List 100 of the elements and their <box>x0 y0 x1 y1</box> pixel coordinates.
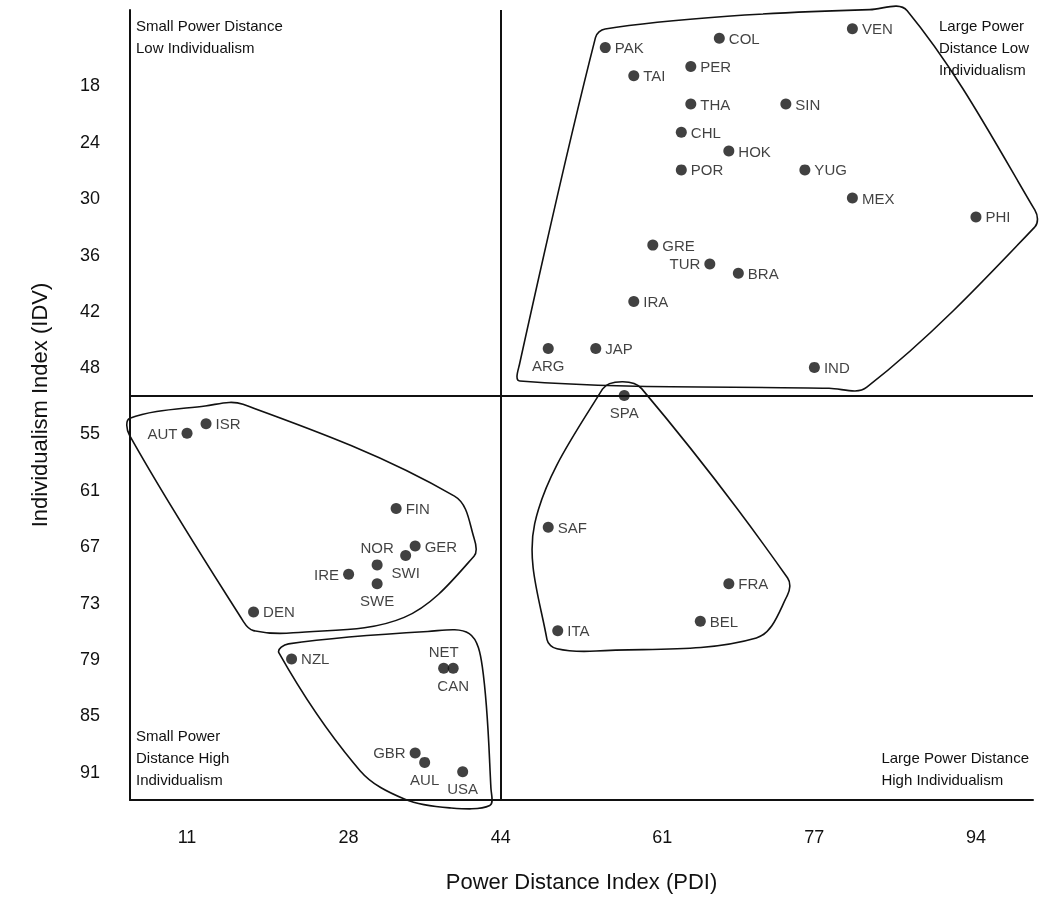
point <box>723 578 735 590</box>
point <box>447 662 459 674</box>
y-tick-label: 85 <box>79 705 100 726</box>
y-tick-label: 30 <box>79 188 100 209</box>
point <box>799 164 811 176</box>
point <box>286 653 298 665</box>
point <box>400 549 412 561</box>
data-label: IND <box>823 358 850 376</box>
y-tick-label: 61 <box>79 479 100 500</box>
y-tick-label: 24 <box>79 131 100 152</box>
point <box>542 343 554 355</box>
point <box>457 766 469 778</box>
data-label: SWI <box>391 563 420 581</box>
x-tick-label: 77 <box>804 827 825 847</box>
point <box>542 521 554 533</box>
data-label: HOK <box>738 142 771 160</box>
data-label: THA <box>700 95 731 113</box>
point <box>780 98 792 110</box>
point <box>846 192 858 204</box>
point <box>675 164 687 176</box>
data-label: BEL <box>709 612 739 630</box>
point <box>599 42 611 54</box>
data-label: FIN <box>405 499 430 517</box>
data-label: NZL <box>301 650 330 668</box>
annotation: Small Power Distance Low Individualism <box>136 16 283 56</box>
data-label: NOR <box>360 539 394 557</box>
y-tick-label: 36 <box>79 244 100 265</box>
data-label: ITA <box>567 622 590 640</box>
point <box>552 625 564 637</box>
y-tick-label: 91 <box>79 761 100 782</box>
data-label: COL <box>728 29 760 47</box>
x-tick-label: 61 <box>652 827 673 847</box>
x-tick-label: 94 <box>965 827 986 847</box>
point <box>808 361 820 373</box>
point <box>371 559 383 571</box>
point <box>590 343 602 355</box>
point <box>685 98 697 110</box>
data-label: SIN <box>795 95 821 113</box>
data-label: AUT <box>147 424 178 442</box>
y-tick-label: 73 <box>79 592 100 613</box>
point <box>390 502 402 514</box>
data-label: USA <box>447 780 479 798</box>
data-label: TAI <box>643 67 666 85</box>
data-label: GER <box>424 537 458 555</box>
point <box>628 296 640 308</box>
y-tick-label: 55 <box>79 423 100 444</box>
data-label: CAN <box>437 676 470 694</box>
x-tick-label: 28 <box>338 827 359 847</box>
point <box>248 606 260 618</box>
x-axis-title: Power Distance Index (PDI) <box>445 868 718 894</box>
point <box>181 427 193 439</box>
data-label: ISR <box>215 415 241 433</box>
data-label: FRA <box>738 575 769 593</box>
data-label: POR <box>690 161 724 179</box>
point <box>723 145 735 157</box>
y-tick-label: 42 <box>79 300 100 321</box>
data-label: SPA <box>609 404 639 422</box>
data-label: GBR <box>373 744 406 762</box>
annotation: Small Power Distance High Individualism <box>136 726 230 788</box>
data-label: PAK <box>614 39 644 57</box>
data-label: DEN <box>263 603 295 621</box>
point <box>628 70 640 82</box>
point <box>694 615 706 627</box>
y-tick-label: 18 <box>79 75 100 96</box>
data-label: CHL <box>690 123 721 141</box>
point <box>419 756 431 768</box>
y-tick-label: 67 <box>79 536 100 557</box>
point <box>200 418 212 430</box>
data-label: ARG <box>531 357 565 375</box>
data-label: YUG <box>814 161 847 179</box>
data-label: IRA <box>643 293 669 311</box>
data-label: MEX <box>861 189 895 207</box>
point <box>685 60 697 72</box>
y-tick-label: 79 <box>79 648 100 669</box>
data-label: NET <box>428 642 459 660</box>
point <box>704 258 716 270</box>
point <box>409 747 421 759</box>
data-label: VEN <box>861 20 893 38</box>
data-label: PER <box>700 57 732 75</box>
point <box>713 32 725 44</box>
data-label: SAF <box>557 518 587 536</box>
annotation: Large Power Distance High Individualism <box>881 748 1029 788</box>
data-label: BRA <box>747 264 779 282</box>
y-axis-title: Individualism Index (IDV) <box>26 282 52 528</box>
y-tick-label: 48 <box>79 357 100 378</box>
data-label: PHI <box>985 208 1011 226</box>
point <box>371 578 383 590</box>
x-tick-label: 11 <box>177 827 197 847</box>
point <box>675 126 687 138</box>
data-label: TUR <box>669 255 701 273</box>
point <box>409 540 421 552</box>
point <box>343 568 355 580</box>
point <box>970 211 982 223</box>
point <box>647 239 659 251</box>
point <box>846 23 858 35</box>
data-label: JAP <box>605 340 633 358</box>
point <box>732 267 744 279</box>
data-label: AUL <box>410 770 440 788</box>
data-label: GRE <box>662 236 695 254</box>
point <box>438 662 450 674</box>
